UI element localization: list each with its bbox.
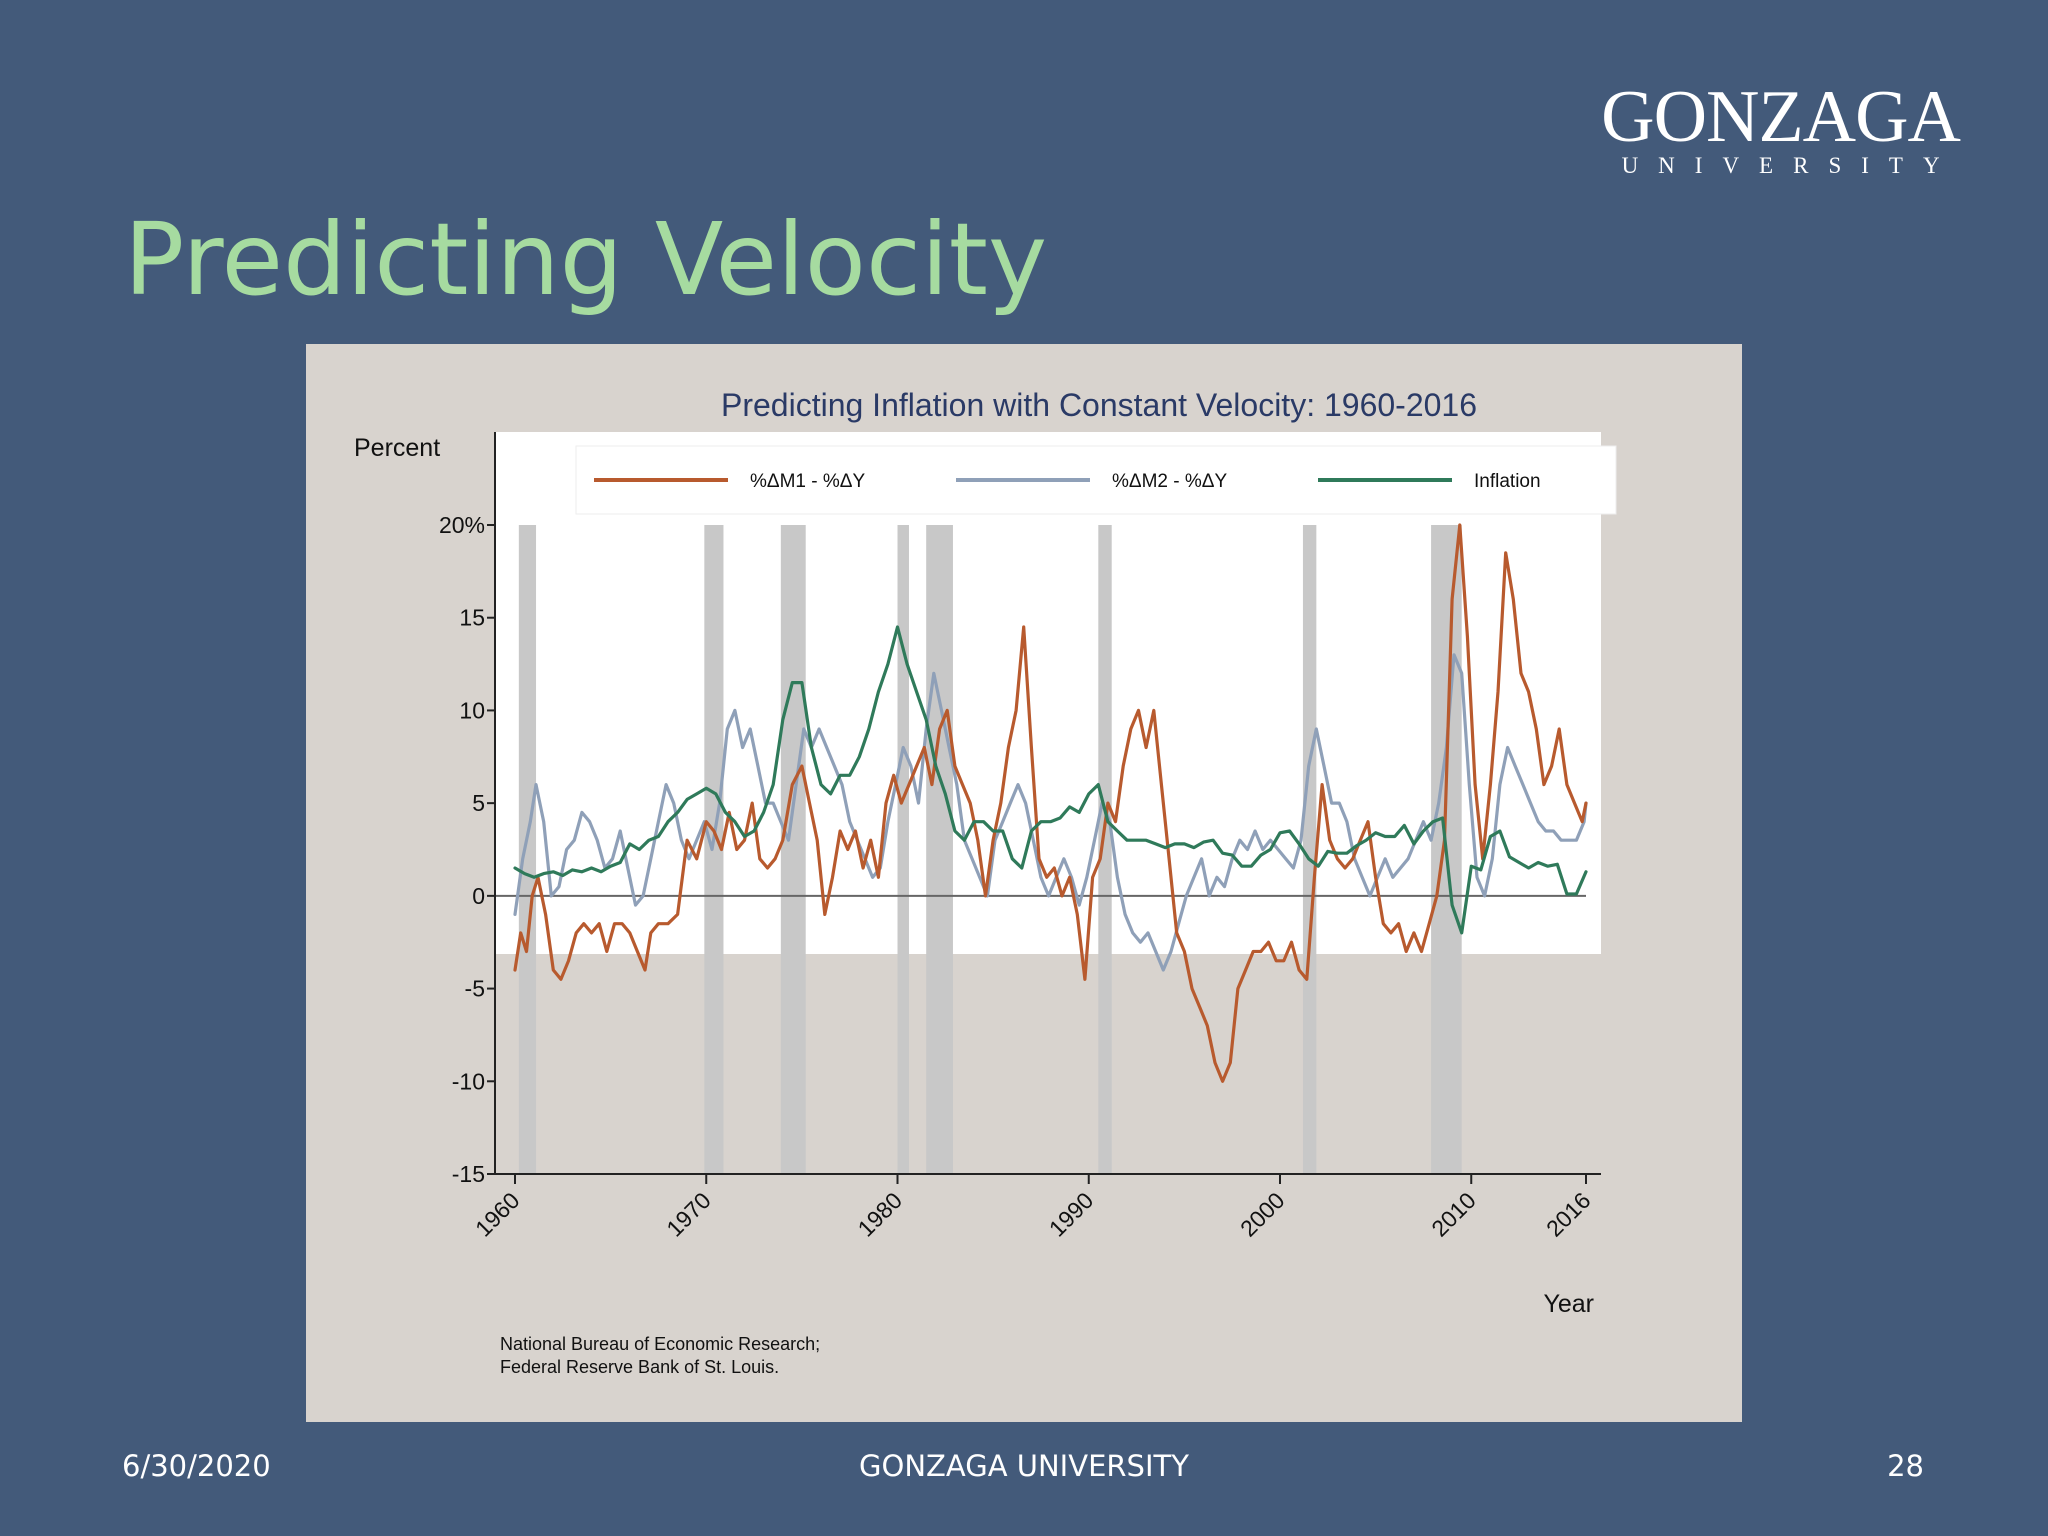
series-line-inflation	[513, 625, 1588, 935]
footer-organization: GONZAGA UNIVERSITY	[859, 1449, 1189, 1483]
y-tick-label: -5	[465, 976, 485, 1002]
legend-label-m2: %ΔM2 - %ΔY	[1112, 471, 1227, 492]
y-tick-label: -15	[452, 1161, 485, 1187]
x-tick-label: 1970	[661, 1187, 716, 1242]
data-series	[513, 523, 1588, 1083]
x-tick-label: 1980	[852, 1187, 907, 1242]
recession-band-5	[926, 525, 953, 1174]
series-line-m1	[513, 523, 1588, 1083]
recession-band-6	[1098, 525, 1112, 1174]
y-tick-label: 20%	[439, 512, 485, 538]
recession-band-4	[897, 525, 909, 1174]
footer-date: 6/30/2020	[122, 1449, 271, 1483]
recession-band-3	[780, 525, 806, 1174]
source-line-2: Federal Reserve Bank of St. Louis.	[500, 1357, 779, 1377]
source-line-1: National Bureau of Economic Research;	[500, 1334, 820, 1354]
logo-wordmark: GONZAGA	[1601, 76, 1961, 158]
x-tick-label: 2016	[1541, 1187, 1596, 1242]
page-number: 28	[1887, 1449, 1924, 1483]
y-axis-label: Percent	[354, 434, 440, 462]
x-tick-label: 1960	[470, 1187, 525, 1242]
legend-box	[575, 445, 1617, 515]
recession-band-7	[1302, 525, 1317, 1174]
x-tick-label: 2010	[1426, 1187, 1481, 1242]
x-axis-label: Year	[1543, 1290, 1594, 1318]
y-tick-label: 5	[472, 790, 485, 816]
chart-panel: 20% 15 10 5 0 -5 -10 -15 1960 1970 1980 1990 2000 201…	[306, 344, 1742, 1422]
x-tick-label: 1990	[1044, 1187, 1099, 1242]
y-tick-label: -10	[452, 1068, 485, 1094]
legend-label-inflation: Inflation	[1474, 471, 1541, 492]
y-tick-label: 15	[459, 605, 485, 631]
logo-subtitle: UNIVERSITY	[1621, 153, 1960, 178]
plot-area	[495, 432, 1601, 954]
recession-band-2	[704, 525, 724, 1174]
x-tick-label: 2000	[1235, 1187, 1290, 1242]
legend: %ΔM1 - %ΔY %ΔM2 - %ΔY Inflation	[575, 445, 1617, 515]
recession-band-1	[518, 525, 537, 1174]
y-tick-label: 10	[459, 697, 485, 723]
slide-title: Predicting Velocity	[124, 201, 1048, 318]
gonzaga-logo: GONZAGA UNIVERSITY	[1601, 76, 1961, 178]
chart-title: Predicting Inflation with Constant Veloc…	[721, 387, 1477, 423]
legend-label-m1: %ΔM1 - %ΔY	[750, 471, 865, 492]
y-tick-label: 0	[472, 883, 485, 909]
